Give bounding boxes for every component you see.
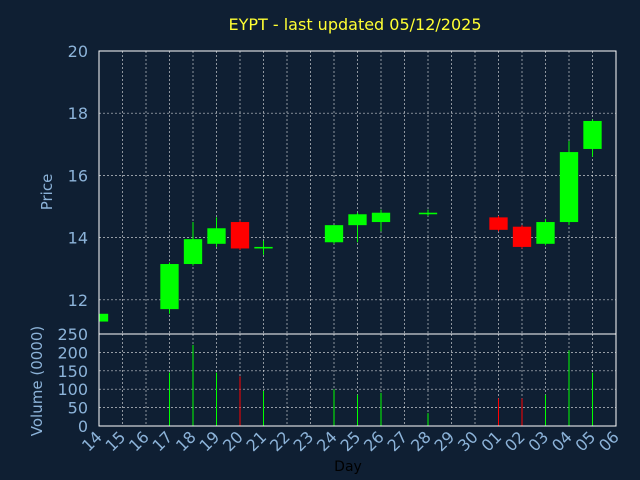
price-axis-label: Price — [38, 174, 56, 211]
candle-body — [489, 217, 508, 230]
price-tick-label: 16 — [68, 166, 88, 185]
volume-tick-label: 50 — [68, 399, 88, 418]
chart-title: EYPT - last updated 05/12/2025 — [228, 15, 481, 34]
candle-body — [207, 228, 226, 244]
x-axis-label: Day — [334, 459, 362, 475]
candle-body — [559, 152, 579, 223]
candle-body — [536, 222, 555, 244]
volume-axis-label: Volume (0000) — [28, 326, 46, 436]
candle-body — [418, 212, 438, 215]
volume-frame — [98, 333, 617, 427]
candle-body — [183, 239, 203, 265]
candle-body — [348, 214, 367, 226]
price-tick-label: 18 — [68, 104, 88, 123]
candle-body — [371, 212, 391, 223]
volume-tick-label: 100 — [57, 380, 88, 399]
volume-tick-label: 150 — [57, 362, 88, 381]
candle-body — [512, 226, 532, 247]
candle-body — [230, 222, 250, 249]
price-panel: 12 14 16 18 20 — [68, 42, 617, 335]
volume-tick-label: 200 — [57, 343, 88, 362]
price-tick-label: 14 — [68, 229, 88, 248]
candle-body — [583, 120, 602, 149]
price-tick-label: 20 — [68, 42, 88, 61]
volume-tick-label: 250 — [57, 325, 88, 344]
candle-body — [324, 225, 344, 243]
candle-body — [99, 313, 109, 322]
candle-body — [160, 264, 179, 310]
volume-panel: 0501001502002501415161718192021222324252… — [57, 325, 622, 455]
volume-tick-label: 0 — [78, 417, 88, 436]
x-tick-label: 06 — [595, 427, 623, 455]
candle-body — [254, 246, 273, 249]
price-tick-label: 12 — [68, 291, 88, 310]
